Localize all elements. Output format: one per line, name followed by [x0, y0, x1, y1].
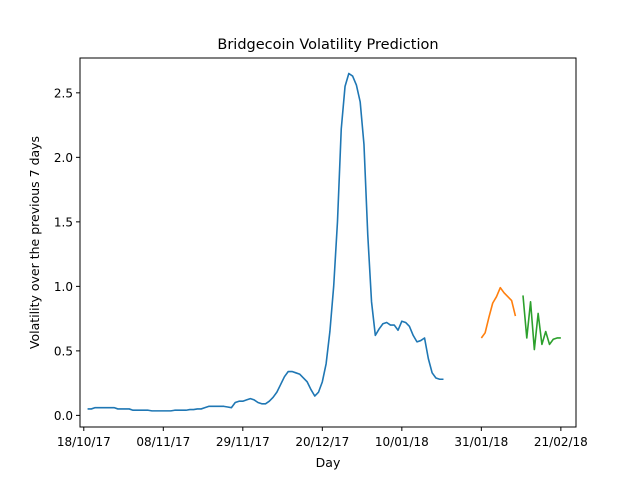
x-tick-label: 18/10/17: [57, 435, 111, 449]
y-tick-label: 0.5: [54, 344, 73, 358]
x-axis-label: Day: [316, 455, 341, 470]
y-tick-label: 0.0: [54, 409, 73, 423]
chart-title: Bridgecoin Volatility Prediction: [217, 37, 438, 53]
y-tick-label: 1.0: [54, 280, 73, 294]
x-tick-label: 20/12/17: [295, 435, 349, 449]
x-tick-label: 08/11/17: [136, 435, 190, 449]
plot-area: [87, 72, 561, 412]
x-tick-label: 29/11/17: [216, 435, 270, 449]
series-line-3: [522, 295, 561, 351]
axes-frame: [79, 57, 577, 428]
series-line-2: [480, 286, 517, 339]
y-tick-label: 2.5: [54, 86, 73, 100]
series-line-1: [87, 72, 444, 412]
x-tick-label: 31/01/18: [454, 435, 508, 449]
y-axis-label: Volatility over the previous 7 days: [27, 136, 42, 349]
x-tick-label: 10/01/18: [375, 435, 429, 449]
y-axis-ticks: 0.0 0.5 1.0 1.5 2.0 2.5: [54, 86, 80, 423]
y-tick-label: 1.5: [54, 215, 73, 229]
y-tick-label: 2.0: [54, 151, 73, 165]
x-axis-ticks: 18/10/17 08/11/17 29/11/17 20/12/17 10/01/18…: [57, 427, 588, 449]
x-tick-label: 21/02/18: [534, 435, 588, 449]
